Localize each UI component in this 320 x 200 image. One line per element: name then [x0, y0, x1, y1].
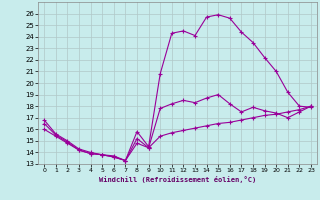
X-axis label: Windchill (Refroidissement éolien,°C): Windchill (Refroidissement éolien,°C)	[99, 176, 256, 183]
